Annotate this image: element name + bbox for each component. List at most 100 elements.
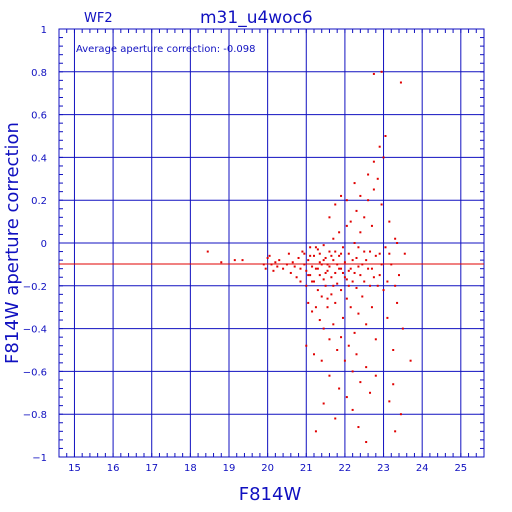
data-point xyxy=(330,254,333,257)
data-point xyxy=(394,284,397,287)
data-point xyxy=(328,338,331,341)
data-point xyxy=(309,246,312,249)
y-tick-label: −0.8 xyxy=(23,410,47,421)
data-point xyxy=(340,252,343,255)
data-point xyxy=(382,289,385,292)
data-point xyxy=(363,216,366,219)
data-point xyxy=(311,280,314,283)
grid-lines xyxy=(58,28,485,458)
data-point xyxy=(322,327,325,330)
data-point xyxy=(305,269,308,272)
data-point xyxy=(355,286,358,289)
data-point xyxy=(372,72,375,75)
data-point xyxy=(318,274,321,277)
data-point xyxy=(272,269,275,272)
y-axis-label: F814W aperture correction xyxy=(2,122,23,364)
data-point xyxy=(334,203,337,206)
data-point xyxy=(270,263,273,266)
data-point xyxy=(343,359,346,362)
data-point xyxy=(328,265,331,268)
data-point xyxy=(233,259,236,262)
data-point xyxy=(338,267,341,270)
data-point xyxy=(334,301,337,304)
data-point xyxy=(307,259,310,262)
data-point xyxy=(316,248,319,251)
data-point xyxy=(324,271,327,274)
data-point xyxy=(386,316,389,319)
data-point xyxy=(361,263,364,266)
data-point xyxy=(334,417,337,420)
x-tick-label: 21 xyxy=(300,463,313,474)
data-point xyxy=(396,301,399,304)
panel-label: WF2 xyxy=(84,11,113,26)
data-point xyxy=(326,263,329,266)
data-point xyxy=(409,359,412,362)
data-point xyxy=(338,254,341,257)
y-tick-label: 1 xyxy=(41,25,47,36)
x-tick-label: 17 xyxy=(145,463,158,474)
data-point xyxy=(293,265,296,268)
data-point xyxy=(285,263,288,266)
data-point xyxy=(367,199,370,202)
data-point xyxy=(345,278,348,281)
data-point xyxy=(330,276,333,279)
data-point xyxy=(314,267,317,270)
x-tick-label: 25 xyxy=(454,463,467,474)
data-point xyxy=(309,254,312,257)
data-point xyxy=(394,430,397,433)
data-point xyxy=(367,267,370,270)
data-point xyxy=(330,293,333,296)
data-point xyxy=(336,349,339,351)
data-point xyxy=(340,267,343,270)
data-point xyxy=(369,391,372,394)
data-point xyxy=(322,259,325,262)
data-point xyxy=(322,402,325,405)
data-point xyxy=(326,306,329,309)
data-point xyxy=(334,271,337,274)
data-point xyxy=(347,284,350,287)
data-point xyxy=(384,135,387,137)
data-point xyxy=(357,426,360,429)
data-point xyxy=(314,246,317,249)
x-tick-label: 19 xyxy=(223,463,236,474)
data-point xyxy=(386,280,389,283)
data-point xyxy=(305,344,308,347)
data-point xyxy=(372,276,375,279)
data-point xyxy=(351,259,354,262)
y-tick-label: −1 xyxy=(32,453,47,464)
data-point xyxy=(341,271,344,274)
data-point xyxy=(299,267,302,270)
data-point xyxy=(324,256,327,259)
data-point xyxy=(332,259,335,262)
y-tick-label: −0.4 xyxy=(23,325,47,336)
data-point xyxy=(316,289,319,292)
data-point xyxy=(262,263,265,266)
x-axis-label: F814W xyxy=(239,484,302,505)
data-point xyxy=(349,220,352,223)
data-point xyxy=(353,242,356,244)
data-point xyxy=(365,441,368,444)
data-point xyxy=(343,276,346,279)
data-point xyxy=(376,284,379,287)
data-point xyxy=(241,259,244,262)
data-point xyxy=(353,331,356,334)
data-point xyxy=(359,194,362,197)
data-point xyxy=(314,306,317,309)
data-point xyxy=(318,252,321,255)
data-point xyxy=(378,274,381,277)
data-point xyxy=(347,269,350,272)
data-point xyxy=(328,216,331,219)
data-point xyxy=(380,263,383,266)
y-tick-label: 0 xyxy=(41,239,47,250)
data-point xyxy=(311,265,314,268)
data-point xyxy=(382,156,385,159)
data-point xyxy=(322,244,325,247)
data-point xyxy=(305,284,308,287)
data-point xyxy=(357,312,360,315)
data-point xyxy=(326,297,329,300)
data-point xyxy=(374,254,377,257)
data-point xyxy=(392,349,395,351)
data-point xyxy=(378,145,381,148)
data-point xyxy=(340,336,343,339)
